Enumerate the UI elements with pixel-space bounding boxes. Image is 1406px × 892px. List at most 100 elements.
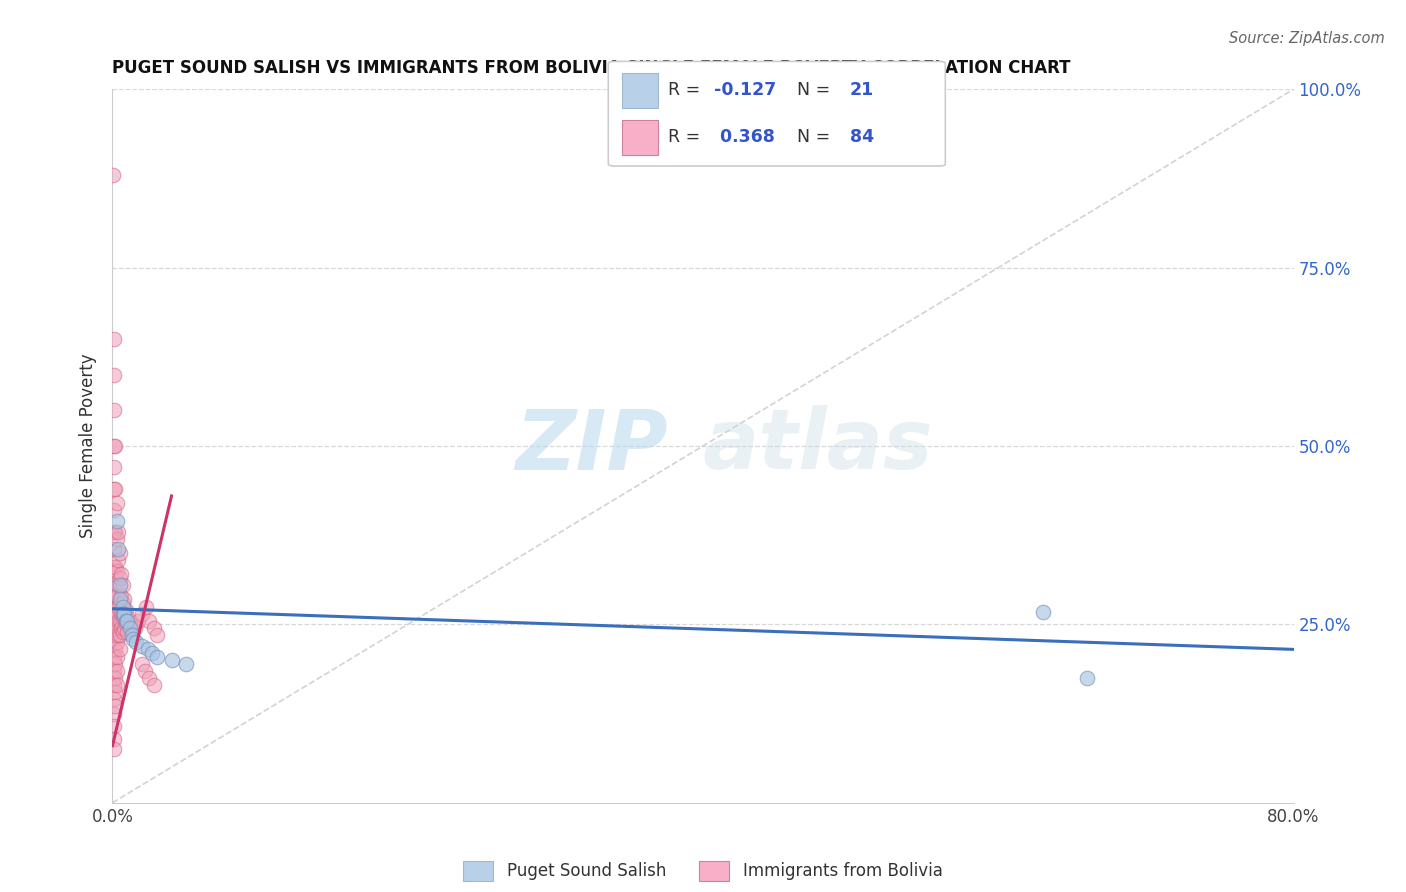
Point [103,168,125,182]
Text: R =: R = [668,81,700,99]
Point [103,649,125,664]
Point [111,624,134,639]
Point [108,642,131,657]
Point [117,610,138,624]
Point [112,607,135,621]
Point [103,731,125,746]
Point [134,664,156,678]
Point [105,635,128,649]
Point [107,542,129,557]
Point [104,439,127,453]
Point [131,657,153,671]
Text: Source: ZipAtlas.com: Source: ZipAtlas.com [1229,31,1385,46]
Point [1032,605,1054,619]
Point [104,589,127,603]
Point [174,657,197,671]
Point [104,610,127,624]
Point [160,653,183,667]
Point [112,621,135,635]
Point [103,332,125,346]
Point [103,664,125,678]
Point [135,599,157,614]
Text: 84: 84 [849,128,873,146]
Point [111,610,134,624]
Point [104,628,127,642]
Point [108,628,131,642]
Point [103,706,125,721]
Point [105,589,128,603]
Point [107,553,129,567]
Text: -0.127: -0.127 [714,81,776,99]
Point [103,596,125,610]
Point [110,589,132,603]
Point [107,628,129,642]
Point [108,592,131,607]
Point [142,678,165,692]
Point [120,621,142,635]
Point [108,571,131,585]
Point [103,560,125,574]
Point [105,607,128,621]
Point [122,632,145,646]
Point [107,524,129,539]
Point [131,607,153,621]
Point [111,607,134,621]
Point [103,578,125,592]
Point [105,532,128,546]
Point [104,657,127,671]
Point [103,542,125,557]
Point [103,403,125,417]
Point [104,699,127,714]
Point [110,621,132,635]
Point [103,632,125,646]
FancyBboxPatch shape [621,73,658,108]
Point [142,621,165,635]
Point [131,639,153,653]
Point [108,578,131,592]
Text: N =: N = [797,81,830,99]
Point [103,482,125,496]
Point [138,671,160,685]
Point [104,642,127,657]
Point [103,503,125,517]
Point [103,524,125,539]
Point [117,624,138,639]
Point [104,685,127,699]
Text: 21: 21 [849,81,873,99]
Point [127,614,149,628]
Point [110,607,132,621]
Text: N =: N = [797,128,830,146]
Point [114,614,136,628]
Text: PUGET SOUND SALISH VS IMMIGRANTS FROM BOLIVIA SINGLE FEMALE POVERTY CORRELATION : PUGET SOUND SALISH VS IMMIGRANTS FROM BO… [112,59,1071,77]
Point [136,642,159,657]
Point [111,596,134,610]
Text: ZIP: ZIP [515,406,668,486]
Point [146,649,169,664]
Point [104,482,127,496]
Point [120,617,142,632]
Point [121,621,143,635]
FancyBboxPatch shape [609,62,945,166]
Point [105,649,128,664]
Point [146,628,169,642]
Point [103,692,125,706]
Point [141,646,163,660]
Point [103,742,125,756]
Point [138,614,160,628]
FancyBboxPatch shape [621,120,658,155]
Point [111,599,134,614]
Text: 0.368: 0.368 [714,128,775,146]
Point [105,664,128,678]
Point [114,603,136,617]
Point [110,567,132,582]
Point [105,678,128,692]
Point [125,635,148,649]
Point [105,564,128,578]
Point [114,617,136,632]
Point [103,439,125,453]
Point [104,560,127,574]
Point [103,614,125,628]
Point [103,460,125,475]
Point [105,496,128,510]
Point [108,546,131,560]
